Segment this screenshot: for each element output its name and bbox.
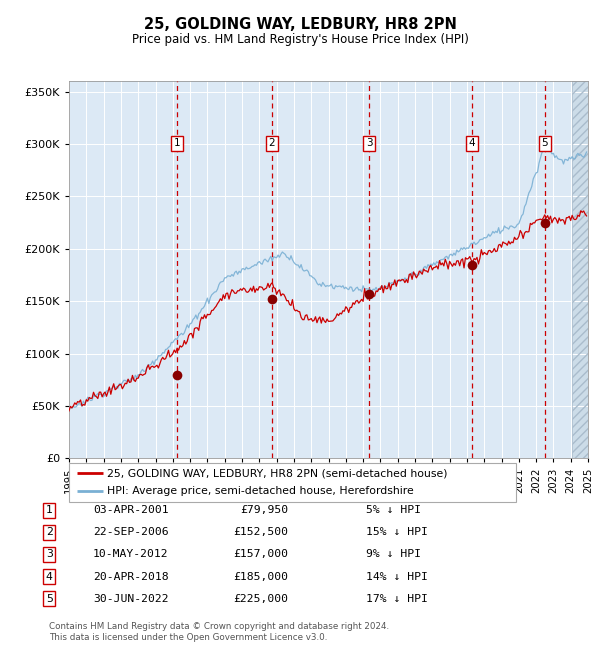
Text: £225,000: £225,000 <box>233 593 288 604</box>
Text: 22-SEP-2006: 22-SEP-2006 <box>93 527 169 538</box>
Text: £152,500: £152,500 <box>233 527 288 538</box>
Text: 3: 3 <box>366 138 373 148</box>
Text: 1: 1 <box>174 138 181 148</box>
Text: 5: 5 <box>541 138 548 148</box>
Text: Contains HM Land Registry data © Crown copyright and database right 2024.
This d: Contains HM Land Registry data © Crown c… <box>49 622 389 642</box>
Text: 25, GOLDING WAY, LEDBURY, HR8 2PN: 25, GOLDING WAY, LEDBURY, HR8 2PN <box>143 17 457 32</box>
Text: 9% ↓ HPI: 9% ↓ HPI <box>366 549 421 560</box>
Text: 25, GOLDING WAY, LEDBURY, HR8 2PN (semi-detached house): 25, GOLDING WAY, LEDBURY, HR8 2PN (semi-… <box>107 469 448 478</box>
Text: 5% ↓ HPI: 5% ↓ HPI <box>366 505 421 515</box>
Text: 5: 5 <box>46 593 53 604</box>
Text: 15% ↓ HPI: 15% ↓ HPI <box>366 527 428 538</box>
Text: £157,000: £157,000 <box>233 549 288 560</box>
Text: 20-APR-2018: 20-APR-2018 <box>93 571 169 582</box>
Text: Price paid vs. HM Land Registry's House Price Index (HPI): Price paid vs. HM Land Registry's House … <box>131 32 469 46</box>
Text: 4: 4 <box>469 138 475 148</box>
Text: 2: 2 <box>46 527 53 538</box>
Text: 10-MAY-2012: 10-MAY-2012 <box>93 549 169 560</box>
Text: 30-JUN-2022: 30-JUN-2022 <box>93 593 169 604</box>
Text: 14% ↓ HPI: 14% ↓ HPI <box>366 571 428 582</box>
Text: HPI: Average price, semi-detached house, Herefordshire: HPI: Average price, semi-detached house,… <box>107 486 414 496</box>
Text: 1: 1 <box>46 505 53 515</box>
Text: £79,950: £79,950 <box>240 505 288 515</box>
Text: 3: 3 <box>46 549 53 560</box>
Text: £185,000: £185,000 <box>233 571 288 582</box>
Text: 03-APR-2001: 03-APR-2001 <box>93 505 169 515</box>
Text: 17% ↓ HPI: 17% ↓ HPI <box>366 593 428 604</box>
Text: 4: 4 <box>46 571 53 582</box>
Text: 2: 2 <box>268 138 275 148</box>
